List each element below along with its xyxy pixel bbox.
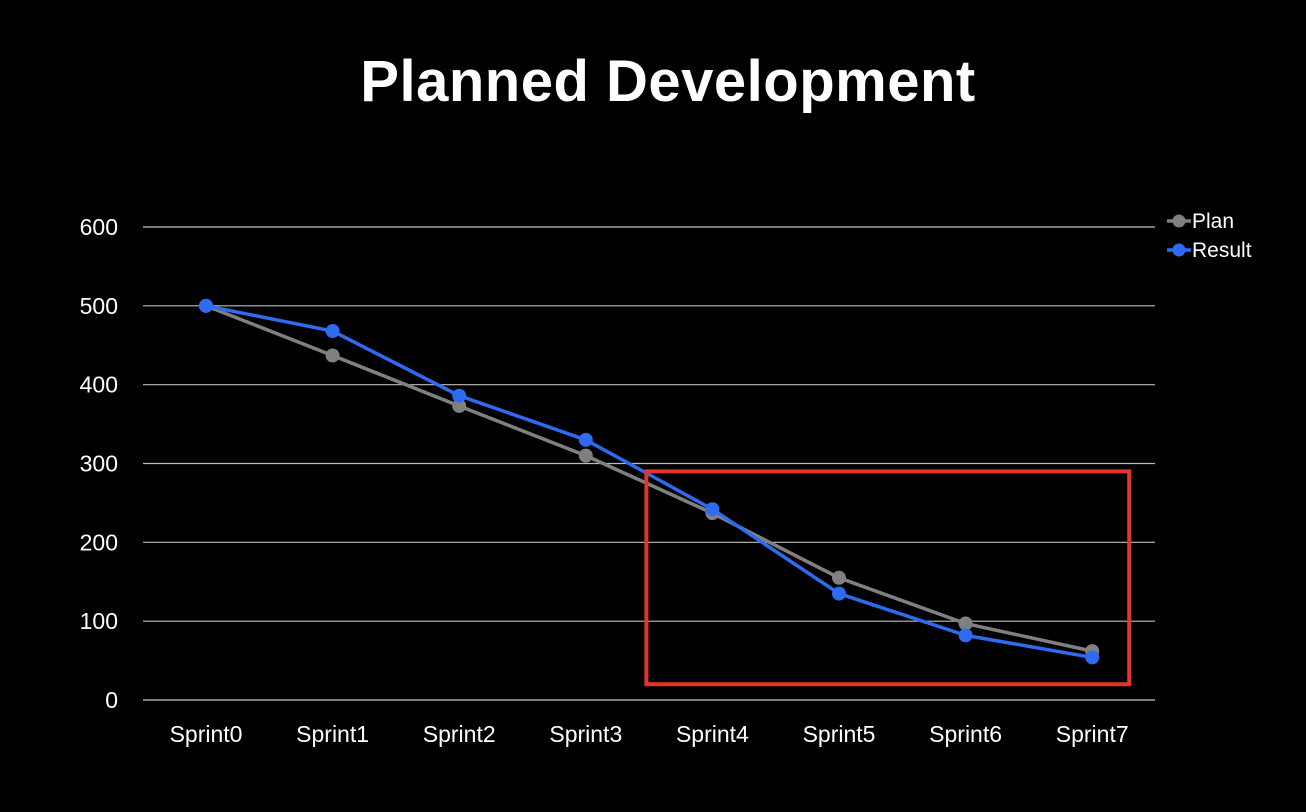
data-point xyxy=(578,432,593,447)
legend-item-result: Result xyxy=(1167,239,1252,262)
legend-label: Result xyxy=(1192,239,1252,262)
legend-label: Plan xyxy=(1192,210,1234,233)
data-point xyxy=(325,324,340,339)
gridlines xyxy=(143,226,1155,701)
data-point xyxy=(958,628,973,643)
y-axis-ticks: 0 100 200 300 400 500 600 xyxy=(80,214,118,713)
data-point xyxy=(452,388,467,403)
y-tick-label: 0 xyxy=(105,687,118,713)
y-tick-label: 100 xyxy=(80,608,118,634)
data-point xyxy=(452,398,467,413)
series-line xyxy=(204,304,1094,653)
legend-marker xyxy=(1172,243,1186,257)
data-point xyxy=(705,502,720,517)
x-tick-label: Sprint6 xyxy=(929,721,1002,747)
series-layer xyxy=(199,298,1100,665)
series-result xyxy=(199,298,1100,665)
annotation-layer xyxy=(644,469,1132,687)
x-tick-label: Sprint7 xyxy=(1056,721,1129,747)
y-tick-label: 500 xyxy=(80,293,118,319)
x-tick-label: Sprint4 xyxy=(676,721,749,747)
y-tick-label: 200 xyxy=(80,529,118,555)
y-tick-label: 300 xyxy=(80,451,118,477)
x-tick-label: Sprint1 xyxy=(296,721,369,747)
data-point xyxy=(199,298,213,313)
legend-item-plan: Plan xyxy=(1167,210,1234,233)
series-line xyxy=(204,304,1094,660)
y-tick-label: 600 xyxy=(80,214,118,240)
x-tick-label: Sprint3 xyxy=(549,721,622,747)
series-plan xyxy=(199,298,1100,659)
chart-title: Planned Development xyxy=(360,49,976,114)
data-point xyxy=(1085,650,1100,665)
x-axis-ticks: Sprint0 Sprint1 Sprint2 Sprint3 Sprint4 Sprin… xyxy=(170,721,1129,747)
data-point xyxy=(832,586,846,601)
x-tick-label: Sprint0 xyxy=(170,721,243,747)
x-tick-label: Sprint2 xyxy=(423,721,496,747)
x-tick-label: Sprint5 xyxy=(803,721,876,747)
highlight-box xyxy=(644,469,1132,687)
y-tick-label: 400 xyxy=(80,372,118,398)
data-point xyxy=(832,570,846,585)
data-point xyxy=(578,448,593,463)
data-point xyxy=(325,348,340,363)
data-point xyxy=(958,616,973,631)
legend-marker xyxy=(1172,214,1186,228)
legend: Plan Result xyxy=(1167,210,1252,262)
